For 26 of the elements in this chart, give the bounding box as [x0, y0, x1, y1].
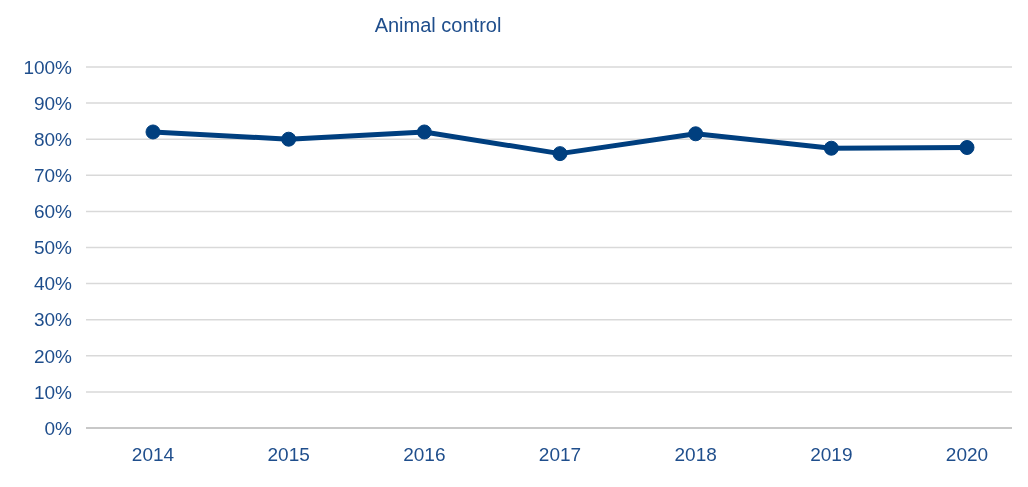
y-tick-label: 30%	[33, 309, 73, 331]
y-tick-label: 10%	[33, 381, 73, 403]
point	[959, 140, 975, 155]
chart-title: Animal control	[373, 14, 503, 37]
y-tick-label: 0%	[44, 417, 73, 439]
y-tick-label: 50%	[33, 237, 73, 259]
y-tick-label: 80%	[33, 128, 73, 150]
x-tick-label: 2015	[267, 444, 310, 466]
point	[281, 131, 297, 147]
point	[552, 146, 568, 162]
x-tick-label: 2020	[945, 444, 989, 466]
point	[688, 126, 704, 142]
y-tick-label: 60%	[33, 201, 73, 223]
y-tick-label: 100%	[23, 56, 73, 78]
y-tick-label: 20%	[33, 345, 73, 367]
point	[823, 140, 839, 156]
point	[416, 124, 432, 140]
x-tick-label: 2018	[674, 444, 717, 466]
y-tick-label: 40%	[33, 273, 73, 295]
x-tick-label: 2016	[403, 444, 446, 466]
point	[145, 124, 161, 140]
x-tick-label: 2014	[131, 444, 175, 466]
y-tick-label: 90%	[33, 92, 73, 114]
x-tick-label: 2019	[810, 444, 853, 466]
x-tick-label: 2017	[538, 444, 582, 466]
y-tick-label: 70%	[33, 165, 73, 187]
